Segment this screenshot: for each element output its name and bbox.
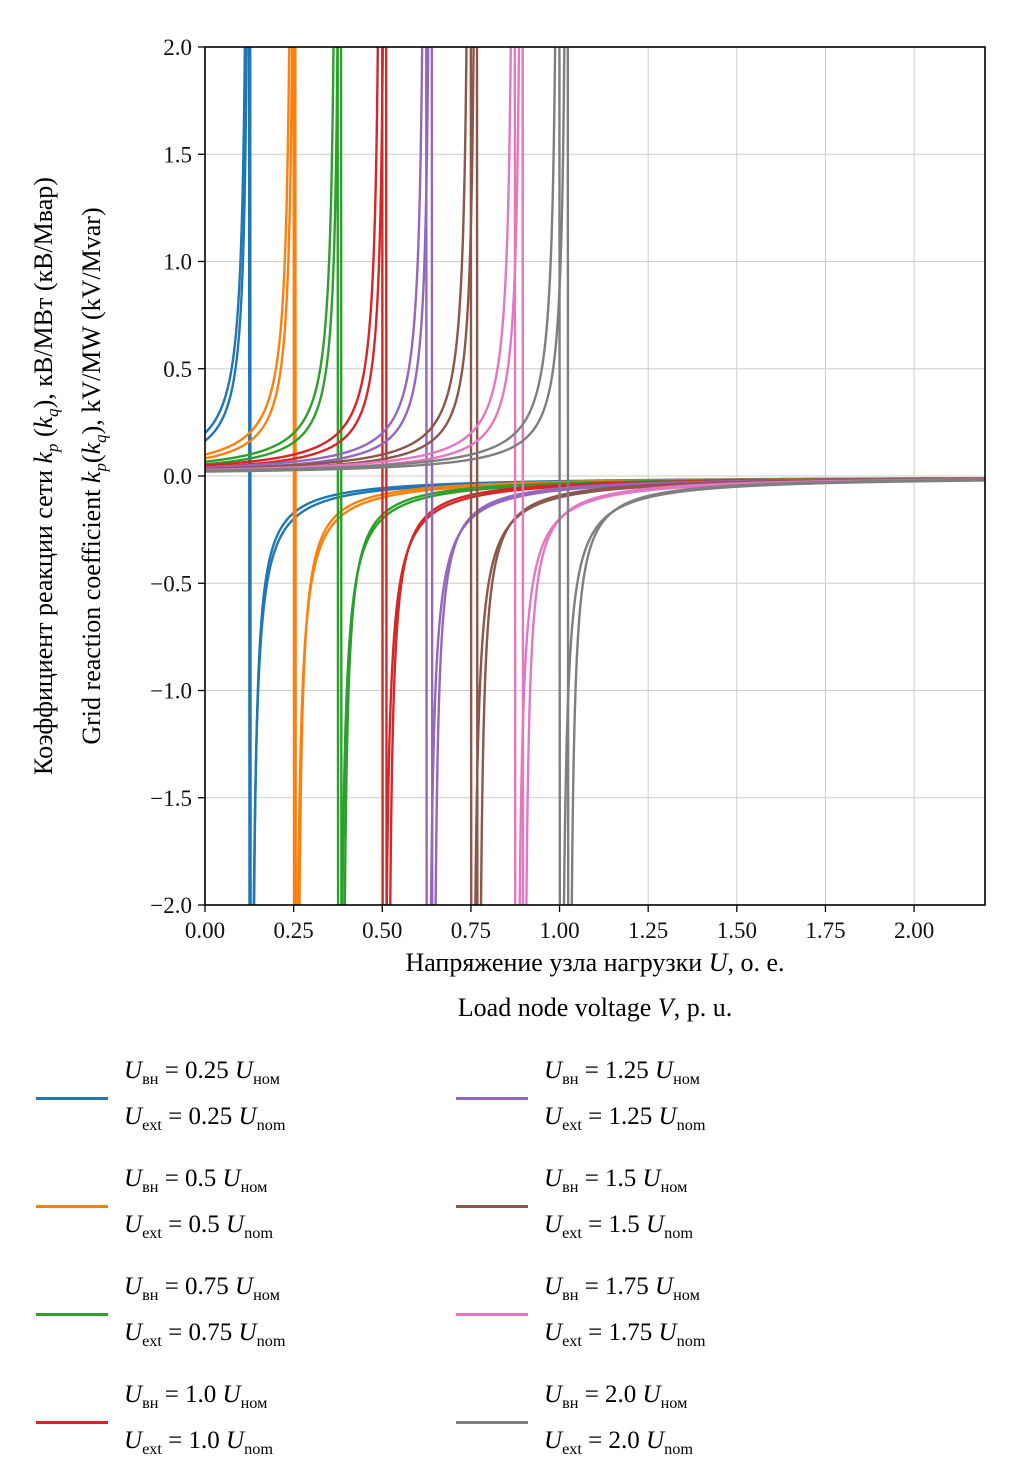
legend-label-ru: Uвн = 0.5 Uном — [124, 1165, 268, 1196]
x-tick-label: 0.75 — [451, 918, 491, 943]
x-axis-label: Напряжение узла нагрузки U, о. е. Load n… — [205, 940, 985, 1030]
y-tick-label: −1.0 — [150, 679, 192, 704]
legend-swatch — [456, 1312, 528, 1316]
legend-label-ru: Uвн = 1.25 Uном — [544, 1057, 700, 1088]
legend-entry: Uвн = 2.0 Uном Uext = 2.0 Unom — [450, 1376, 860, 1468]
legend-label-ru: Uвн = 1.5 Uном — [544, 1165, 688, 1196]
legend-label-en: Uext = 0.75 Unom — [124, 1319, 286, 1350]
legend-label-en: Uext = 0.25 Unom — [124, 1103, 286, 1134]
x-axis-label-ru: Напряжение узла нагрузки U, о. е. — [405, 948, 785, 977]
legend-entry: Uвн = 0.5 Uном Uext = 0.5 Unom — [30, 1160, 440, 1252]
legend-entry: Uвн = 0.75 Uном Uext = 0.75 Unom — [30, 1268, 440, 1360]
legend-entry: Uвн = 0.25 Uном Uext = 0.25 Unom — [30, 1052, 440, 1144]
y-tick-label: −2.0 — [150, 893, 192, 918]
legend-label-ru: Uвн = 0.75 Uном — [124, 1273, 280, 1304]
legend-label: Uвн = 1.25 Uном Uext = 1.25 Unom — [544, 1052, 705, 1144]
legend-swatch — [456, 1204, 528, 1208]
x-tick-label: 0.00 — [185, 918, 225, 943]
legend-swatch — [36, 1420, 108, 1424]
legend-label-en: Uext = 1.0 Unom — [124, 1427, 273, 1458]
x-tick-label: 1.75 — [805, 918, 845, 943]
legend-label-en: Uext = 1.5 Unom — [544, 1211, 693, 1242]
legend-label-ru: Uвн = 2.0 Uном — [544, 1381, 688, 1412]
x-tick-label: 2.00 — [894, 918, 934, 943]
y-axis-label-en: Grid reaction coefficient kp(kq), kV/MW … — [77, 207, 111, 745]
legend-entry: Uвн = 1.5 Uном Uext = 1.5 Unom — [450, 1160, 860, 1252]
legend-swatch — [36, 1096, 108, 1100]
x-tick-label: 0.50 — [362, 918, 402, 943]
legend-label: Uвн = 1.5 Uном Uext = 1.5 Unom — [544, 1160, 693, 1252]
chart-canvas: 2.0 1.5 1.0 0.5 0.0 −0.5 −1.0 −1.5 −2.00.00 0.25 0… — [150, 35, 986, 943]
legend-label-ru: Uвн = 0.25 Uном — [124, 1057, 280, 1088]
y-tick-label: 0.5 — [163, 357, 192, 382]
legend-label: Uвн = 0.5 Uном Uext = 0.5 Unom — [124, 1160, 273, 1252]
legend-swatch — [36, 1312, 108, 1316]
legend-swatch — [456, 1420, 528, 1424]
legend-label: Uвн = 1.0 Uном Uext = 1.0 Unom — [124, 1376, 273, 1468]
x-axis-label-en: Load node voltage V, p. u. — [457, 993, 733, 1022]
y-tick-label: 2.0 — [163, 35, 192, 60]
y-axis-label-ru: Коэффициент реакции сети kp (kq), кВ/МВт… — [29, 177, 63, 775]
legend: Uвн = 0.25 Uном Uext = 0.25 Unom Uвн = 0.5… — [30, 1052, 860, 1468]
legend-entry: Uвн = 1.75 Uном Uext = 1.75 Unom — [450, 1268, 860, 1360]
legend-label: Uвн = 0.25 Uном Uext = 0.25 Unom — [124, 1052, 285, 1144]
y-tick-label: −1.5 — [150, 786, 192, 811]
legend-label: Uвн = 0.75 Uном Uext = 0.75 Unom — [124, 1268, 285, 1360]
legend-label: Uвн = 2.0 Uном Uext = 2.0 Unom — [544, 1376, 693, 1468]
y-tick-label: −0.5 — [150, 571, 192, 596]
legend-label-en: Uext = 0.5 Unom — [124, 1211, 273, 1242]
x-tick-label: 1.25 — [628, 918, 668, 943]
legend-label-en: Uext = 1.25 Unom — [544, 1103, 706, 1134]
legend-label-en: Uext = 2.0 Unom — [544, 1427, 693, 1458]
y-tick-label: 1.0 — [163, 250, 192, 275]
x-tick-label: 1.50 — [717, 918, 757, 943]
x-tick-label: 1.00 — [539, 918, 579, 943]
x-tick-label: 0.25 — [274, 918, 314, 943]
legend-swatch — [456, 1096, 528, 1100]
y-axis-label: Коэффициент реакции сети kp (kq), кВ/МВт… — [24, 26, 110, 926]
legend-label: Uвн = 1.75 Uном Uext = 1.75 Unom — [544, 1268, 705, 1360]
legend-entry: Uвн = 1.0 Uном Uext = 1.0 Unom — [30, 1376, 440, 1468]
legend-label-ru: Uвн = 1.75 Uном — [544, 1273, 700, 1304]
y-tick-label: 0.0 — [163, 464, 192, 489]
legend-swatch — [36, 1204, 108, 1208]
legend-label-en: Uext = 1.75 Unom — [544, 1319, 706, 1350]
y-tick-label: 1.5 — [163, 142, 192, 167]
legend-entry: Uвн = 1.25 Uном Uext = 1.25 Unom — [450, 1052, 860, 1144]
legend-label-ru: Uвн = 1.0 Uном — [124, 1381, 268, 1412]
